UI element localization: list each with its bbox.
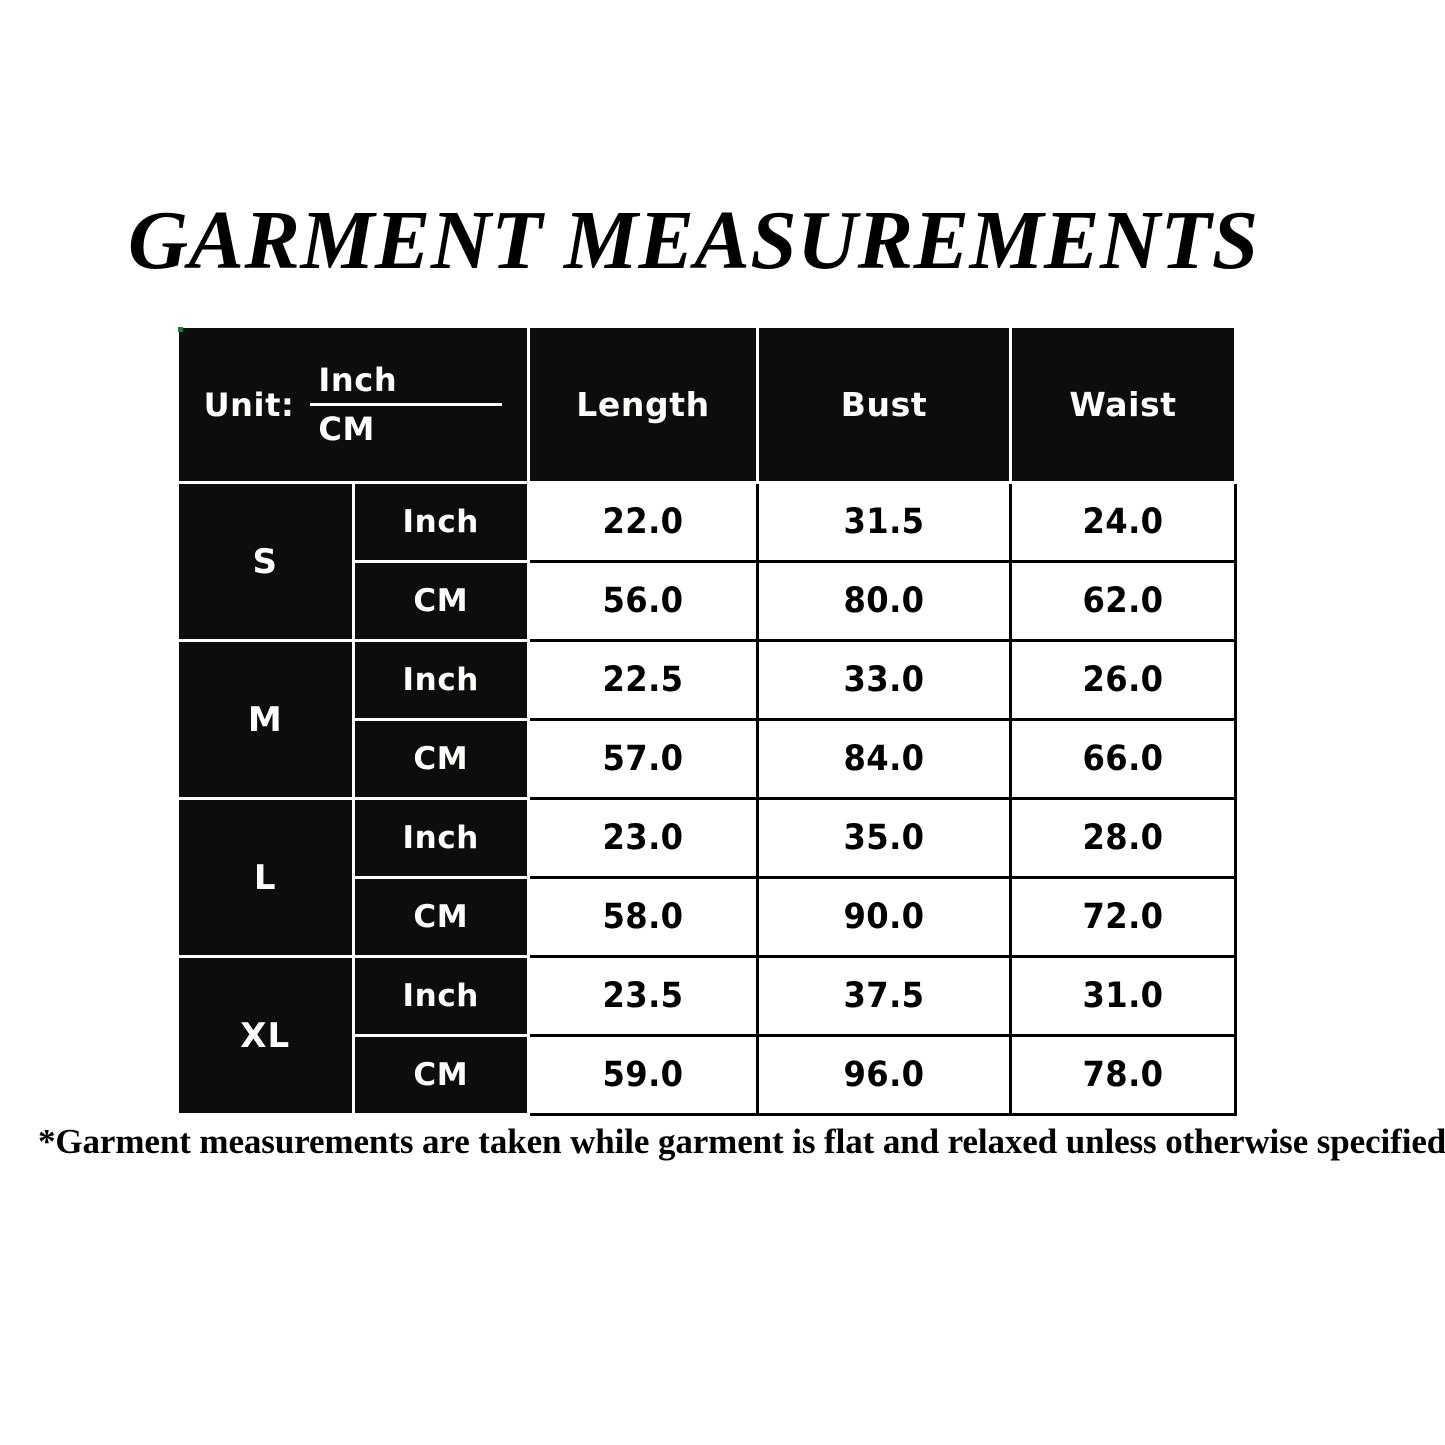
unit-label-s-cm: CM <box>351 560 530 642</box>
value: 59.0 <box>602 1055 684 1095</box>
corner-artifact <box>178 327 183 332</box>
unit-label-xl-inch: Inch <box>351 955 530 1037</box>
unit-label-xl-cm: CM <box>351 1034 530 1116</box>
cell-m-inch-length: 22.5 <box>527 639 759 721</box>
value: 23.0 <box>602 818 684 858</box>
cell-l-inch-waist: 28.0 <box>1009 797 1237 879</box>
cell-xl-inch-length: 23.5 <box>527 955 759 1037</box>
value: 22.5 <box>602 660 684 700</box>
cell-s-cm-waist: 62.0 <box>1009 560 1237 642</box>
value: 31.0 <box>1082 976 1164 1016</box>
footnote-text: *Garment measurements are taken while ga… <box>38 1122 1445 1161</box>
value: 33.0 <box>843 660 925 700</box>
cell-m-cm-waist: 66.0 <box>1009 718 1237 800</box>
unit-label-s-inch: Inch <box>351 481 530 563</box>
value: 90.0 <box>843 897 925 937</box>
size-label-xl: XL <box>176 955 355 1116</box>
cell-m-inch-bust: 33.0 <box>756 639 1012 721</box>
value: 31.5 <box>843 502 925 542</box>
fraction-rule <box>310 403 503 406</box>
table-row: XL Inch 23.5 37.5 31.0 <box>176 955 1237 1116</box>
cell-s-inch-bust: 31.5 <box>756 481 1012 563</box>
value: 23.5 <box>602 976 684 1016</box>
cell-xl-inch-waist: 31.0 <box>1009 955 1237 1037</box>
size-label-s: S <box>176 481 355 642</box>
value: 58.0 <box>602 897 684 937</box>
table-row: L Inch 23.0 35.0 28.0 <box>176 797 1237 958</box>
value: 37.5 <box>843 976 925 1016</box>
table-row: CM 57.0 84.0 66.0 <box>178 718 1237 800</box>
cell-xl-cm-waist: 78.0 <box>1009 1034 1237 1116</box>
cell-xl-inch-bust: 37.5 <box>756 955 1012 1037</box>
table-row: M Inch 22.5 33.0 26.0 <box>176 639 1237 800</box>
table-row: CM 56.0 80.0 62.0 <box>178 560 1237 642</box>
column-header-length: Length <box>527 325 759 484</box>
column-header-waist: Waist <box>1009 325 1237 484</box>
unit-label-m-inch: Inch <box>351 639 530 721</box>
measurements-table: Unit: Inch CM Length Bust Waist S Inch <box>176 325 1237 1116</box>
cell-xl-cm-length: 59.0 <box>527 1034 759 1116</box>
size-label-l: L <box>176 797 355 958</box>
cell-l-cm-length: 58.0 <box>527 876 759 958</box>
cell-s-inch-length: 22.0 <box>527 481 759 563</box>
unit-fraction: Inch CM <box>310 361 503 448</box>
cell-l-inch-bust: 35.0 <box>756 797 1012 879</box>
unit-label-l-cm: CM <box>351 876 530 958</box>
value: 35.0 <box>843 818 925 858</box>
cell-m-inch-waist: 26.0 <box>1009 639 1237 721</box>
value: 96.0 <box>843 1055 925 1095</box>
cell-l-inch-length: 23.0 <box>527 797 759 879</box>
unit-fraction-denominator: CM <box>318 410 375 448</box>
value: 80.0 <box>843 581 925 621</box>
page-title: GARMENT MEASUREMENTS <box>128 194 1259 287</box>
cell-l-cm-waist: 72.0 <box>1009 876 1237 958</box>
table-row: S Inch 22.0 31.5 24.0 <box>176 481 1237 642</box>
value: 22.0 <box>602 502 684 542</box>
size-label-m: M <box>176 639 355 800</box>
unit-fraction-numerator: Inch <box>318 361 398 399</box>
cell-s-cm-length: 56.0 <box>527 560 759 642</box>
value: 84.0 <box>843 739 925 779</box>
unit-header-cell: Unit: Inch CM <box>176 325 530 484</box>
cell-m-cm-bust: 84.0 <box>756 718 1012 800</box>
unit-label-l-inch: Inch <box>351 797 530 879</box>
value: 78.0 <box>1082 1055 1164 1095</box>
unit-label-m-cm: CM <box>351 718 530 800</box>
cell-xl-cm-bust: 96.0 <box>756 1034 1012 1116</box>
value: 26.0 <box>1082 660 1164 700</box>
value: 56.0 <box>602 581 684 621</box>
cell-l-cm-bust: 90.0 <box>756 876 1012 958</box>
value: 72.0 <box>1082 897 1164 937</box>
table-row: CM 59.0 96.0 78.0 <box>178 1034 1237 1116</box>
value: 57.0 <box>602 739 684 779</box>
table-row: CM 58.0 90.0 72.0 <box>178 876 1237 958</box>
value: 28.0 <box>1082 818 1164 858</box>
value: 62.0 <box>1082 581 1164 621</box>
unit-label: Unit: <box>203 385 295 424</box>
cell-s-inch-waist: 24.0 <box>1009 481 1237 563</box>
cell-s-cm-bust: 80.0 <box>756 560 1012 642</box>
cell-m-cm-length: 57.0 <box>527 718 759 800</box>
table-header-row: Unit: Inch CM Length Bust Waist <box>176 325 1237 484</box>
value: 66.0 <box>1082 739 1164 779</box>
column-header-bust: Bust <box>756 325 1012 484</box>
value: 24.0 <box>1082 502 1164 542</box>
